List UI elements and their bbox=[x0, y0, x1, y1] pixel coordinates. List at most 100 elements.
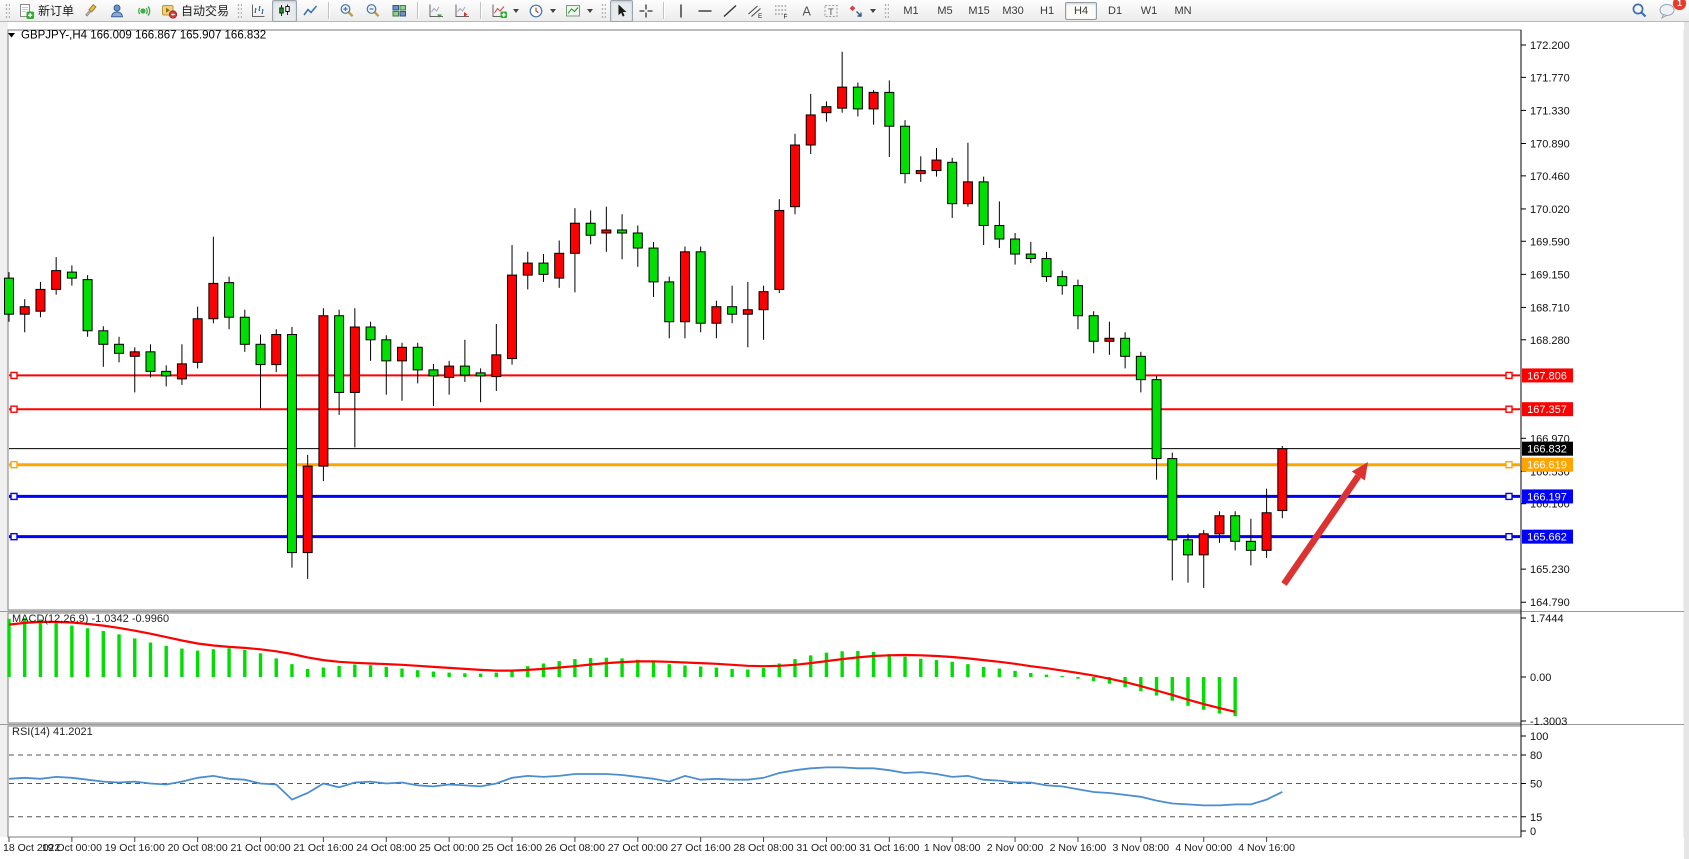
svg-text:31 Oct 00:00: 31 Oct 00:00 bbox=[796, 842, 856, 854]
line-chart-button[interactable] bbox=[298, 0, 323, 22]
candle bbox=[1025, 253, 1036, 260]
macd-signal-line bbox=[8, 620, 1236, 713]
timeframe-h4[interactable]: H4 bbox=[1065, 1, 1098, 20]
candle bbox=[145, 351, 156, 372]
macd-bar bbox=[258, 653, 263, 677]
rsi-pane: 100 80 50 15 0 RSI(14) 41.2021 bbox=[8, 726, 1548, 838]
zoom-in-button[interactable] bbox=[335, 0, 360, 22]
bar-chart-icon bbox=[252, 4, 265, 17]
svg-text:25 Oct 16:00: 25 Oct 16:00 bbox=[482, 842, 542, 854]
stamp-button[interactable] bbox=[79, 0, 104, 22]
timeframe-h1[interactable]: H1 bbox=[1040, 4, 1055, 17]
candlestick-chart-button[interactable] bbox=[272, 0, 298, 22]
timeframe-m1[interactable]: M1 bbox=[903, 4, 919, 17]
new-order-label: 新订单 bbox=[38, 4, 75, 18]
candle bbox=[475, 372, 486, 377]
macd-bar bbox=[54, 622, 58, 677]
level-lines-layer[interactable]: 167.806 167.357 166.832 166.619 166.197 165.6… bbox=[9, 368, 1573, 544]
horizontal-line-icon bbox=[698, 9, 712, 12]
candle bbox=[1261, 512, 1272, 551]
svg-text:169.590: 169.590 bbox=[1530, 236, 1570, 248]
timeframe-m5[interactable]: M5 bbox=[937, 4, 953, 17]
toolbar-grip[interactable] bbox=[884, 2, 890, 19]
macd-bar bbox=[683, 665, 687, 677]
toolbar-grip[interactable] bbox=[5, 2, 10, 19]
arrows-button[interactable] bbox=[844, 0, 880, 22]
macd-bar bbox=[557, 661, 561, 677]
text-label-button[interactable]: T bbox=[819, 0, 843, 22]
indicators-button[interactable] bbox=[487, 0, 523, 22]
vertical-line-button[interactable] bbox=[670, 0, 692, 22]
crosshair-button[interactable] bbox=[634, 0, 658, 22]
cursor-button[interactable] bbox=[610, 0, 634, 22]
candle bbox=[852, 86, 863, 110]
zoom-out-button[interactable] bbox=[361, 0, 386, 22]
toolbar-separator bbox=[328, 2, 331, 19]
candle bbox=[334, 315, 345, 393]
macd-bar bbox=[950, 661, 954, 677]
svg-text:166.197: 166.197 bbox=[1527, 491, 1567, 503]
candle bbox=[742, 309, 753, 315]
macd-bar bbox=[1186, 677, 1190, 706]
candle bbox=[35, 288, 46, 312]
equidistant-channel-button[interactable]: E bbox=[743, 0, 768, 22]
macd-bar bbox=[447, 672, 451, 677]
trendline-button[interactable] bbox=[718, 0, 742, 22]
search-button[interactable] bbox=[1627, 0, 1653, 22]
timeframe-w1[interactable]: W1 bbox=[1140, 4, 1158, 17]
svg-text:168.710: 168.710 bbox=[1530, 302, 1570, 314]
svg-text:19 Oct 00:00: 19 Oct 00:00 bbox=[42, 842, 102, 854]
candle bbox=[915, 170, 926, 175]
timeframe-d1[interactable]: D1 bbox=[1108, 4, 1123, 17]
profile-button[interactable] bbox=[105, 0, 130, 22]
macd-bar bbox=[494, 672, 499, 677]
svg-text:3 Nov 08:00: 3 Nov 08:00 bbox=[1113, 842, 1170, 854]
timeframe-m15[interactable]: M15 bbox=[968, 4, 990, 17]
macd-bar bbox=[651, 661, 656, 677]
macd-bar bbox=[148, 642, 153, 677]
rsi-line bbox=[8, 766, 1283, 807]
svg-text:1.7444: 1.7444 bbox=[1530, 613, 1564, 625]
signal-icon bbox=[138, 5, 151, 16]
svg-text:2 Nov 00:00: 2 Nov 00:00 bbox=[987, 842, 1044, 854]
timeframe-mn[interactable]: MN bbox=[1174, 4, 1192, 17]
notifications-button[interactable]: 1 bbox=[1654, 0, 1686, 22]
macd-bar bbox=[966, 664, 970, 677]
text-button[interactable]: A bbox=[795, 0, 818, 22]
fibonacci-button[interactable]: F bbox=[769, 0, 794, 22]
macd-pane: 1.7444 0.00 -1.3003 MACD(12,26,9) -1.0342 -… bbox=[7, 613, 1567, 728]
timeframe-m30[interactable]: M30 bbox=[1002, 4, 1024, 17]
candle bbox=[302, 465, 313, 554]
bar-chart-button[interactable] bbox=[246, 0, 271, 22]
periods-button[interactable] bbox=[524, 0, 560, 22]
candle bbox=[114, 343, 125, 354]
chart-shift-button[interactable] bbox=[450, 0, 475, 22]
candle bbox=[774, 209, 785, 290]
price-axis[interactable]: 172.200 171.770 171.330 170.890 170.460 170.0… bbox=[1521, 40, 1570, 609]
macd-bar bbox=[604, 657, 609, 677]
text-icon: A bbox=[803, 4, 812, 18]
new-order-button[interactable]: 新订单 bbox=[14, 0, 78, 22]
candle bbox=[1135, 355, 1146, 381]
candle bbox=[569, 222, 580, 254]
toolbar-grip[interactable] bbox=[601, 2, 607, 19]
macd-bar bbox=[368, 665, 373, 677]
candle bbox=[758, 291, 769, 311]
macd-bar bbox=[431, 671, 436, 677]
trend-arrow[interactable] bbox=[1281, 462, 1368, 586]
macd-bar bbox=[227, 648, 231, 677]
macd-bar bbox=[934, 660, 939, 677]
macd-bar bbox=[698, 666, 703, 677]
candle bbox=[239, 316, 250, 345]
candle bbox=[224, 282, 235, 318]
tile-windows-button[interactable] bbox=[387, 0, 412, 22]
template-icon bbox=[566, 4, 581, 16]
template-button[interactable] bbox=[561, 0, 597, 22]
toolbar-grip[interactable] bbox=[237, 2, 243, 19]
horizontal-line-button[interactable] bbox=[693, 0, 717, 22]
signal-button[interactable] bbox=[131, 0, 156, 22]
auto-trading-button[interactable]: 自动交易 bbox=[157, 0, 233, 22]
auto-scroll-button[interactable] bbox=[424, 0, 449, 22]
